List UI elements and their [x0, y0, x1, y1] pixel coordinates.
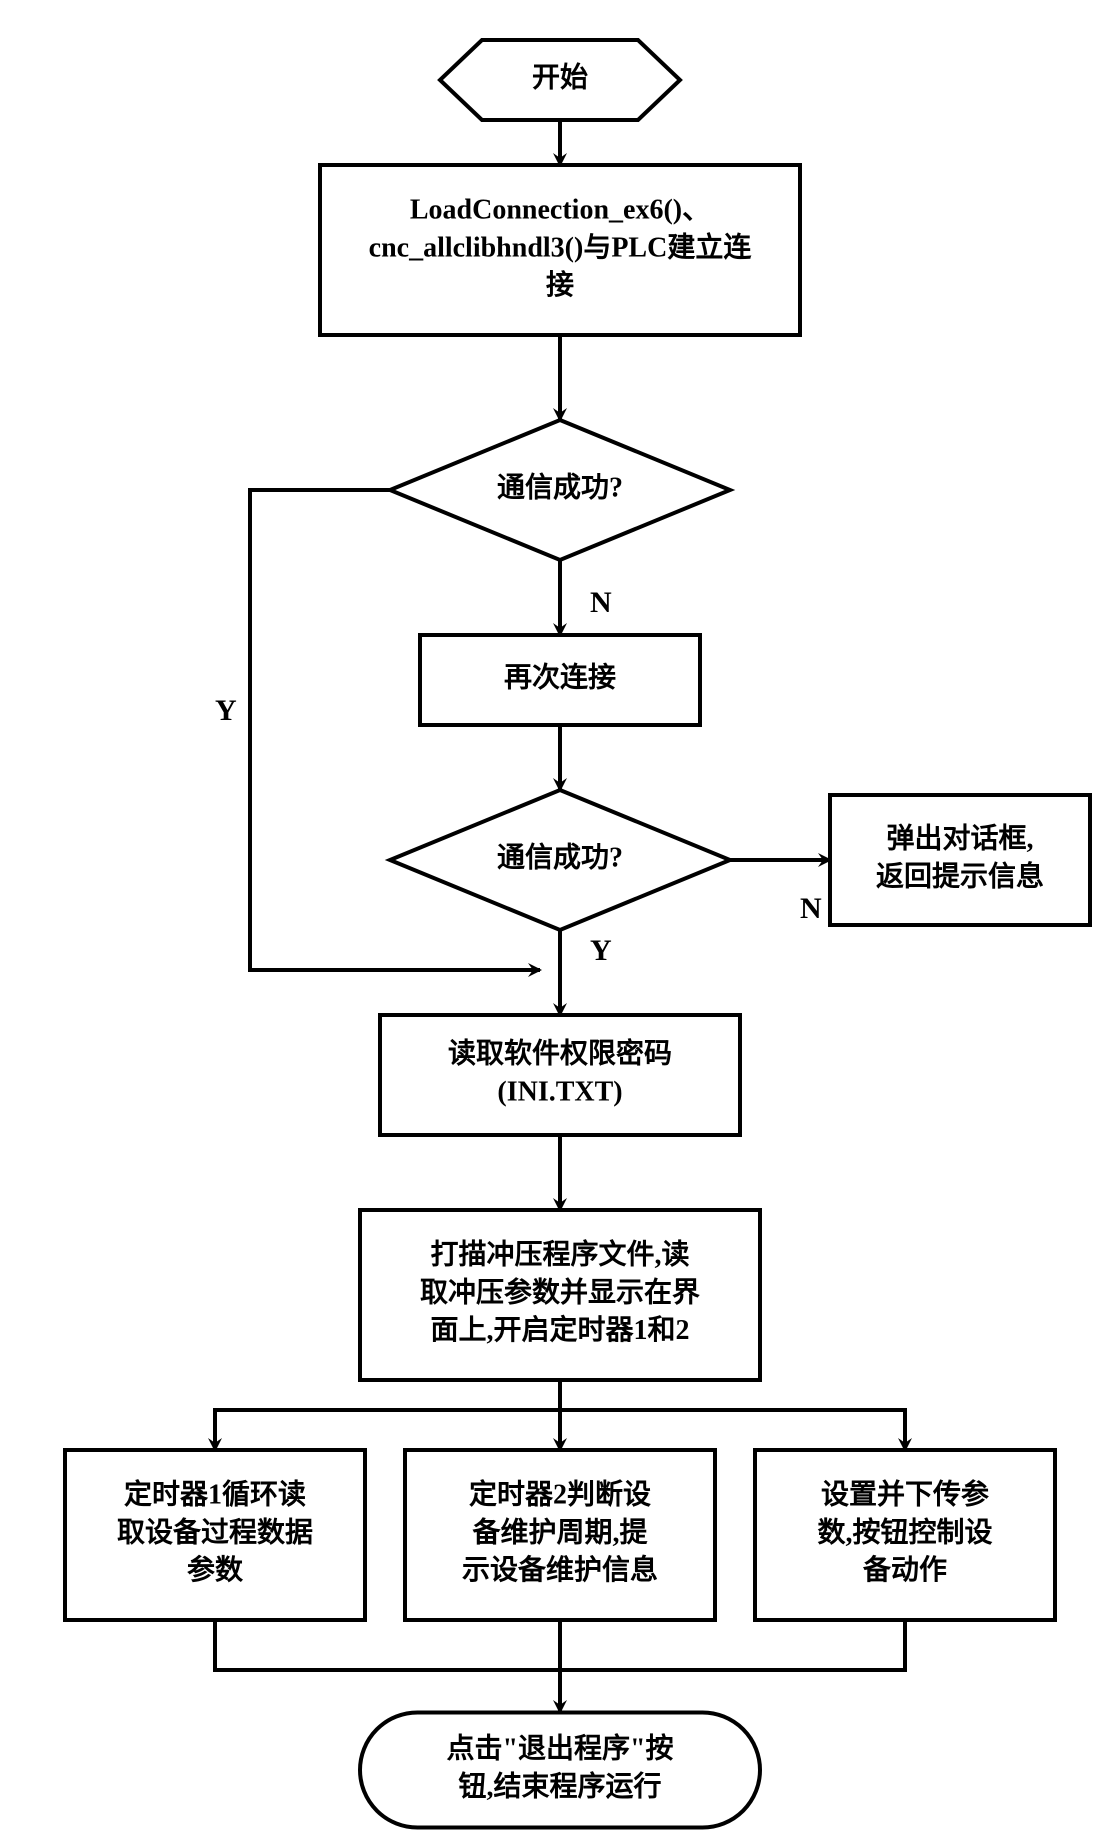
node-dec2: 通信成功? [390, 790, 730, 930]
node-start: 开始 [440, 40, 680, 120]
edge-label: N [800, 892, 822, 925]
node-dialog: 弹出对话框, 返回提示信息 [830, 795, 1090, 925]
node-text: 定时器1循环读 [124, 1478, 306, 1511]
node-readpwd: 读取软件权限密码 (INI.TXT) [380, 1015, 740, 1135]
edge [215, 1410, 560, 1450]
node-t2: 定时器2判断设备维护周期,提示设备维护信息 [405, 1450, 715, 1620]
node-text: 面上,开启定时器1和2 [430, 1313, 689, 1346]
node-text: cnc_allclibhndl3()与PLC建立连 [369, 230, 753, 263]
node-text: 示设备维护信息 [462, 1553, 658, 1586]
edge-label: N [590, 586, 612, 619]
node-end: 点击"退出程序"按钮,结束程序运行 [360, 1713, 760, 1828]
node-text: 弹出对话框, [886, 823, 1033, 855]
edge [215, 1620, 560, 1670]
node-text: 备动作 [862, 1554, 947, 1586]
nodes: 开始 LoadConnection_ex6()、 cnc_allclibhndl3(… [65, 40, 1090, 1828]
node-dec1: 通信成功? [390, 420, 730, 560]
node-t3: 设置并下传参数,按钮控制设备动作 [755, 1450, 1055, 1620]
node-text: 取冲压参数并显示在界 [420, 1275, 700, 1308]
node-text: 再次连接 [504, 661, 616, 693]
node-text: 备维护周期,提 [471, 1516, 648, 1548]
node-scan: 打描冲压程序文件,读取冲压参数并显示在界面上,开启定时器1和2 [360, 1210, 760, 1380]
edge [560, 1620, 905, 1670]
node-connect: LoadConnection_ex6()、 cnc_allclibhndl3()与… [320, 165, 800, 335]
node-text: 钮,结束程序运行 [458, 1769, 661, 1802]
node-text: 数,按钮控制设 [817, 1515, 992, 1548]
node-text: 返回提示信息 [876, 859, 1044, 892]
node-t1: 定时器1循环读取设备过程数据参数 [65, 1450, 365, 1620]
node-text: 定时器2判断设 [469, 1478, 651, 1511]
node-text: 接 [546, 269, 574, 301]
edge-label: Y [215, 694, 237, 727]
node-retry: 再次连接 [420, 635, 700, 725]
node-text: 通信成功? [497, 471, 623, 503]
node-text: 读取软件权限密码 [448, 1037, 672, 1070]
edge [560, 1410, 905, 1450]
node-text: (INI.TXT) [497, 1076, 622, 1107]
node-text: 开始 [532, 61, 588, 93]
node-text: 通信成功? [497, 841, 623, 873]
node-text: LoadConnection_ex6()、 [410, 195, 710, 226]
edge-label: Y [590, 934, 612, 967]
node-text: 设置并下传参 [821, 1478, 989, 1511]
node-text: 参数 [187, 1553, 244, 1586]
node-text: 打描冲压程序文件,读 [430, 1238, 689, 1271]
node-text: 取设备过程数据 [117, 1516, 313, 1548]
flowchart-canvas: N N Y Y 开始 LoadConnection_ex6()、 cnc_allclibhn… [0, 0, 1113, 1846]
node-text: 点击"退出程序"按 [446, 1732, 673, 1765]
